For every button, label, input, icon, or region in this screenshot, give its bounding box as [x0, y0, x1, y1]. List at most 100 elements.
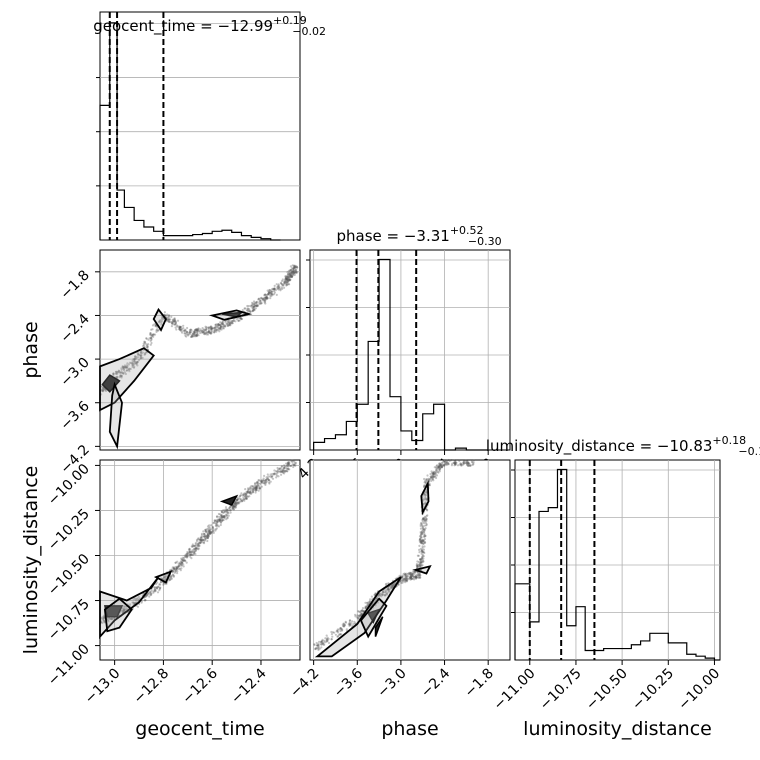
scatter-4-point: [193, 547, 196, 550]
scatter-5-point: [411, 573, 414, 576]
scatter-4-point: [225, 514, 228, 518]
scatter-3-point: [216, 329, 219, 332]
scatter-4-point: [188, 548, 191, 551]
scatter-5-point: [446, 461, 449, 464]
scatter-5-point: [423, 538, 426, 541]
scatter-3-point: [179, 326, 182, 329]
scatter-4-point: [287, 463, 290, 466]
scatter-5-point: [407, 572, 410, 575]
scatter-4-point: [247, 487, 250, 490]
scatter-4-point: [173, 568, 176, 571]
scatter-4-point: [156, 591, 160, 594]
scatter-5-point: [434, 470, 437, 473]
scatter-5-point: [437, 466, 440, 469]
scatter-3-point: [292, 269, 295, 272]
scatter-4-point: [246, 491, 249, 494]
scatter-4-point: [163, 576, 166, 579]
scatter-4-point: [271, 477, 275, 480]
scatter-3-point: [261, 297, 264, 300]
scatter-5-point: [467, 464, 470, 467]
scatter-3-point: [152, 333, 156, 336]
scatter-5-point: [438, 462, 442, 465]
scatter-5-point: [411, 574, 414, 577]
scatter-3-point: [269, 291, 272, 294]
scatter-5-point: [409, 576, 412, 579]
scatter-5-point: [418, 551, 421, 554]
scatter-5-point: [360, 609, 363, 613]
scatter-5-point: [356, 616, 359, 619]
scatter-5-point: [414, 570, 417, 573]
scatter-4-ytick-label-1: −10.25: [45, 506, 93, 554]
scatter-4-point: [200, 532, 203, 536]
scatter-5-point: [416, 571, 419, 574]
scatter-3-point: [210, 329, 213, 332]
scatter-4-point: [236, 498, 240, 501]
scatter-5-point: [424, 481, 427, 484]
scatter-5-point: [440, 465, 443, 468]
scatter-5-point: [434, 471, 438, 474]
scatter-3-point: [281, 287, 284, 290]
scatter-4-point: [267, 475, 270, 478]
scatter-4-point: [191, 544, 194, 548]
hist-2-xtick-label-2: −10.50: [583, 666, 631, 714]
scatter-3-point: [286, 279, 289, 282]
scatter-5-point: [325, 640, 329, 643]
scatter-3-point: [151, 333, 155, 336]
scatter-3-point: [149, 333, 152, 336]
scatter-4-point: [224, 508, 227, 511]
scatter-4-point: [136, 597, 139, 600]
scatter-3-point: [265, 296, 268, 299]
scatter-3-point: [206, 333, 210, 336]
scatter-4-point: [237, 497, 240, 500]
scatter-4-point: [276, 472, 279, 475]
scatter-5-point: [374, 592, 377, 595]
scatter-5-point: [343, 623, 346, 627]
scatter-3-point: [123, 371, 127, 374]
scatter-4-point: [216, 525, 219, 528]
scatter-3-point: [284, 278, 287, 281]
scatter-3-point: [222, 327, 225, 330]
scatter-5-point: [391, 586, 394, 589]
scatter-3-point: [292, 264, 295, 267]
scatter-4-point: [255, 487, 258, 490]
scatter-4-point: [186, 552, 189, 555]
scatter-5-point: [382, 589, 385, 593]
scatter-5-point: [417, 565, 420, 569]
scatter-5-point: [423, 529, 426, 532]
scatter-5-point: [435, 476, 438, 480]
scatter-5-point: [343, 624, 346, 627]
scatter-3-point: [227, 321, 230, 325]
scatter-5-point: [404, 577, 407, 580]
scatter-4-point: [248, 491, 251, 494]
scatter-3-point: [131, 363, 134, 366]
scatter-5-point: [386, 587, 389, 590]
scatter-3-point: [195, 334, 198, 338]
scatter-5-point: [416, 565, 419, 568]
scatter-4-point: [224, 506, 228, 509]
scatter-5-point: [429, 478, 432, 481]
scatter-3-point: [139, 354, 142, 357]
scatter-4-point: [186, 552, 189, 556]
scatter-5-point: [423, 493, 426, 496]
scatter-5-point: [411, 572, 414, 575]
scatter-3-point: [219, 324, 222, 327]
scatter-5-point: [419, 531, 422, 534]
scatter-5-point: [471, 463, 474, 466]
scatter-3-point: [140, 350, 143, 353]
scatter-5-point: [454, 461, 457, 464]
scatter-5-point: [403, 574, 407, 577]
scatter-4-point: [181, 559, 184, 562]
scatter-4-point: [262, 481, 265, 485]
scatter-3-point: [270, 291, 273, 294]
scatter-4-point: [274, 470, 278, 473]
scatter-3-point: [276, 286, 279, 289]
scatter-4-point: [204, 530, 207, 533]
scatter-5-point: [358, 615, 361, 618]
scatter-3-point: [138, 353, 141, 357]
scatter-5-point: [418, 564, 422, 568]
scatter-3-point: [259, 300, 262, 303]
scatter-5-point: [404, 579, 407, 582]
scatter-3-point: [150, 333, 153, 337]
scatter-3-point: [287, 272, 290, 275]
scatter-3-point: [150, 337, 153, 340]
